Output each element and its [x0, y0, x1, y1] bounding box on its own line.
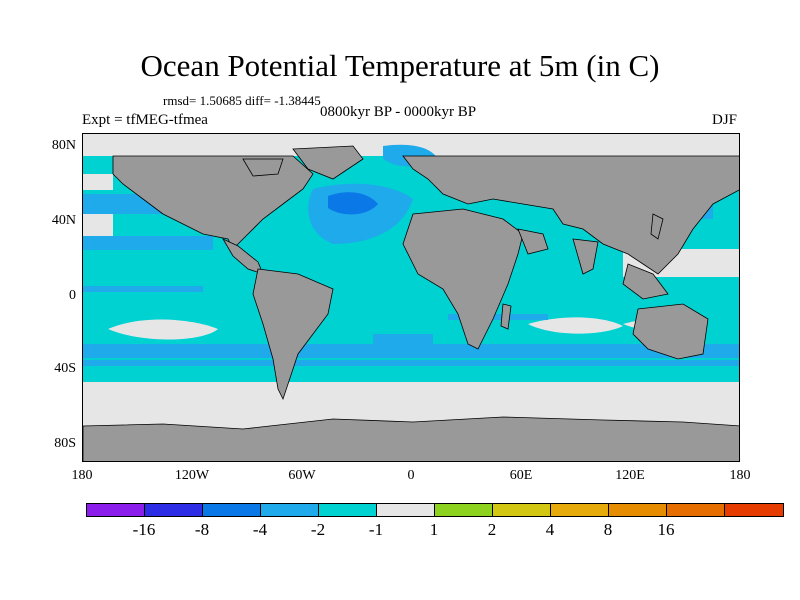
colorbar-label: -1	[368, 520, 384, 539]
colorbar-box	[261, 504, 319, 516]
madagascar	[500, 303, 512, 330]
x-tick-180e: 180	[729, 468, 751, 483]
india	[572, 238, 599, 275]
x-tick-60w: 60W	[288, 468, 316, 483]
y-tick-0: 0	[69, 288, 76, 303]
greenland	[292, 145, 364, 180]
colorbar-box	[145, 504, 203, 516]
colorbar-label: 4	[545, 520, 555, 539]
season-label: DJF	[712, 112, 738, 128]
colorbar-label: -8	[194, 520, 210, 539]
colorbar-label: 1	[429, 520, 439, 539]
world-map	[83, 134, 739, 461]
south-america	[252, 268, 334, 401]
experiment-label: Expt = tfMEG-tfmea	[82, 112, 208, 128]
africa	[402, 208, 524, 350]
map-plot-area	[82, 133, 740, 462]
x-tick-60e: 60E	[509, 468, 533, 483]
colorbar-box	[725, 504, 783, 516]
antarctica	[83, 416, 739, 461]
colorbar-label: 8	[603, 520, 613, 539]
colorbar-label: -16	[132, 520, 156, 539]
arabia	[517, 228, 549, 255]
colorbar-label: -4	[252, 520, 268, 539]
y-tick-80n: 80N	[51, 138, 76, 153]
y-tick-40s: 40S	[54, 361, 76, 376]
colorbar-box	[667, 504, 725, 516]
colorbar-box	[493, 504, 551, 516]
colorbar-box	[87, 504, 145, 516]
southeast-asia	[622, 263, 669, 300]
colorbar-box	[203, 504, 261, 516]
colorbar-box	[377, 504, 435, 516]
arctic-islands	[242, 158, 284, 177]
map-title: Ocean Potential Temperature at 5m (in C)	[140, 48, 660, 83]
x-tick-120e: 120E	[615, 468, 645, 483]
x-tick-0: 0	[407, 468, 415, 483]
eurasia	[402, 155, 739, 275]
period-label: 0800kyr BP - 0000kyr BP	[320, 104, 477, 120]
x-tick-180w: 180	[71, 468, 93, 483]
australia	[632, 303, 709, 360]
colorbar-box	[551, 504, 609, 516]
colorbar	[86, 503, 784, 517]
colorbar-label: 2	[487, 520, 497, 539]
y-tick-40n: 40N	[51, 213, 76, 228]
land-masses	[83, 145, 739, 461]
colorbar-label: 16	[657, 520, 675, 539]
x-tick-120w: 120W	[174, 468, 210, 483]
stats-line: rmsd= 1.50685 diff= -1.38445	[163, 93, 321, 108]
colorbar-box	[319, 504, 377, 516]
colorbar-box	[609, 504, 667, 516]
japan	[650, 213, 664, 240]
y-tick-80s: 80S	[54, 436, 76, 451]
colorbar-label: -2	[310, 520, 326, 539]
colorbar-box	[435, 504, 493, 516]
